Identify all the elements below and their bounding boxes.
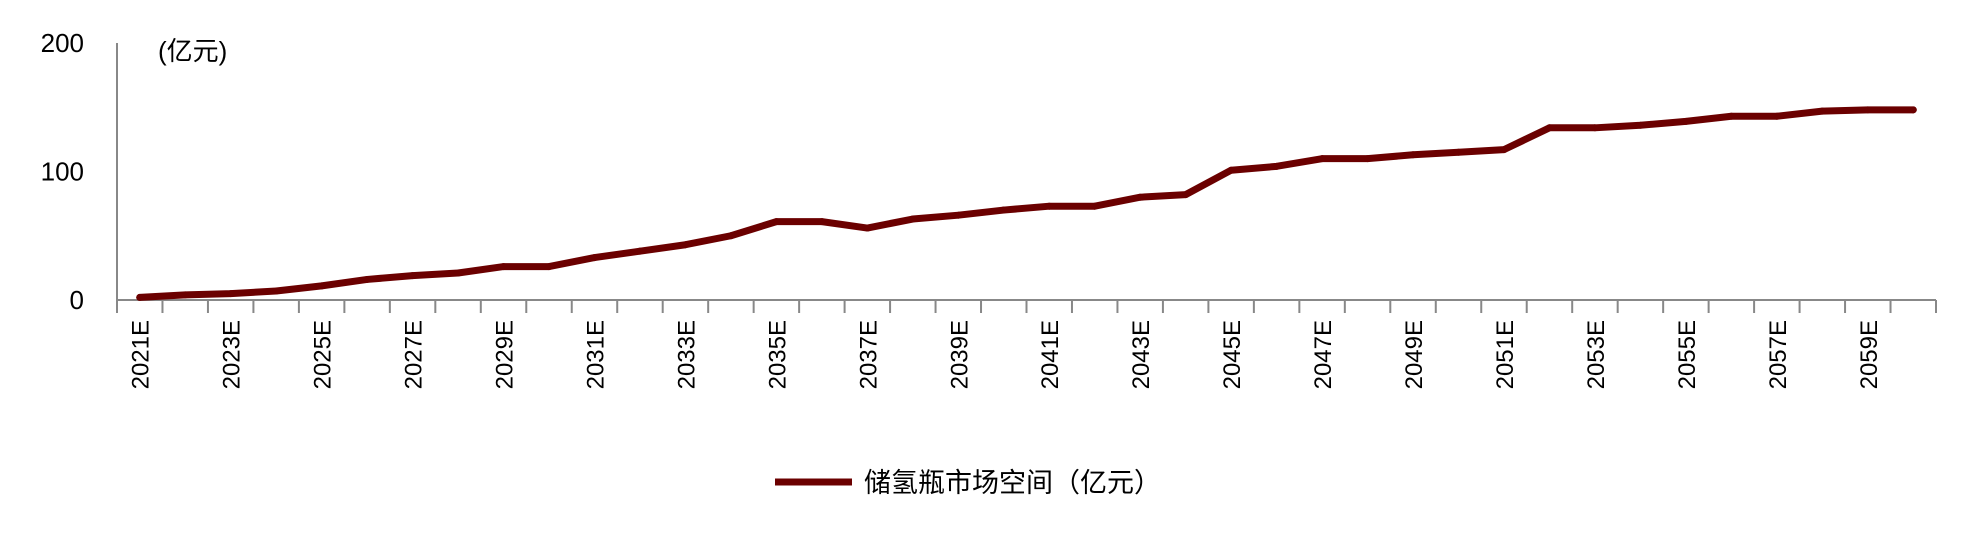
data-point — [272, 287, 280, 295]
x-tick-labels: 2021E 2023E 2025E 2027E 2029E 2031E 2033E 2035E… — [128, 320, 1883, 389]
x-tick-label: 2057E — [1765, 320, 1792, 389]
data-point — [1182, 191, 1190, 199]
data-point — [500, 263, 508, 271]
data-point — [909, 215, 917, 223]
y-tick-label: 200 — [41, 28, 84, 58]
series-group — [136, 106, 1917, 301]
data-point — [1636, 121, 1644, 129]
legend-label: 储氢瓶市场空间（亿元） — [864, 468, 1161, 498]
x-tick-label: 2025E — [310, 320, 337, 389]
y-tick-label: 100 — [41, 157, 84, 187]
axes — [116, 43, 1937, 313]
data-point — [363, 275, 371, 283]
legend: 储氢瓶市场空间（亿元） — [775, 468, 1161, 498]
x-tick-label: 2027E — [401, 320, 428, 389]
data-point — [1500, 146, 1508, 154]
data-point — [863, 224, 871, 232]
x-tick-label: 2035E — [764, 320, 791, 389]
data-point — [1409, 151, 1417, 159]
x-tick-label: 2047E — [1310, 320, 1337, 389]
data-point — [1818, 107, 1826, 115]
data-point — [1591, 124, 1599, 132]
data-point — [636, 247, 644, 255]
data-point — [454, 269, 462, 277]
data-point — [1727, 112, 1735, 120]
x-tick-label: 2029E — [492, 320, 519, 389]
data-point — [136, 293, 144, 301]
x-tick-label: 2045E — [1219, 320, 1246, 389]
y-tick-label: 0 — [70, 285, 84, 315]
data-point — [954, 211, 962, 219]
data-point — [590, 254, 598, 262]
unit-label: (亿元) — [158, 36, 227, 66]
data-point — [1364, 155, 1372, 163]
x-tick-label: 2033E — [673, 320, 700, 389]
data-point — [1864, 106, 1872, 114]
data-point — [1455, 148, 1463, 156]
data-point — [1318, 155, 1326, 163]
x-tick-label: 2043E — [1128, 320, 1155, 389]
data-point — [772, 218, 780, 226]
x-tick-label: 2055E — [1674, 320, 1701, 389]
data-point — [1227, 166, 1235, 174]
x-tick-label: 2051E — [1492, 320, 1519, 389]
data-point — [1682, 117, 1690, 125]
data-point — [727, 232, 735, 240]
series-line — [136, 106, 1917, 301]
data-point — [227, 290, 235, 298]
y-tick-labels: 0 100 200 — [41, 28, 84, 315]
data-point — [1273, 162, 1281, 170]
data-point — [409, 272, 417, 280]
data-point — [1045, 202, 1053, 210]
x-tick-label: 2023E — [219, 320, 246, 389]
data-point — [1000, 206, 1008, 214]
x-tick-label: 2053E — [1583, 320, 1610, 389]
data-point — [1909, 106, 1917, 114]
x-tick-label: 2059E — [1856, 320, 1883, 389]
data-point — [681, 241, 689, 249]
data-point — [1136, 193, 1144, 201]
data-point — [818, 218, 826, 226]
data-point — [1545, 124, 1553, 132]
data-point — [1091, 202, 1099, 210]
data-point — [318, 282, 326, 290]
data-point — [545, 263, 553, 271]
x-tick-label: 2039E — [946, 320, 973, 389]
x-tick-label: 2049E — [1401, 320, 1428, 389]
data-point — [181, 291, 189, 299]
x-tick-label: 2021E — [128, 320, 155, 389]
x-tick-label: 2041E — [1037, 320, 1064, 389]
data-point — [1773, 112, 1781, 120]
x-tick-label: 2031E — [582, 320, 609, 389]
x-tick-label: 2037E — [855, 320, 882, 389]
